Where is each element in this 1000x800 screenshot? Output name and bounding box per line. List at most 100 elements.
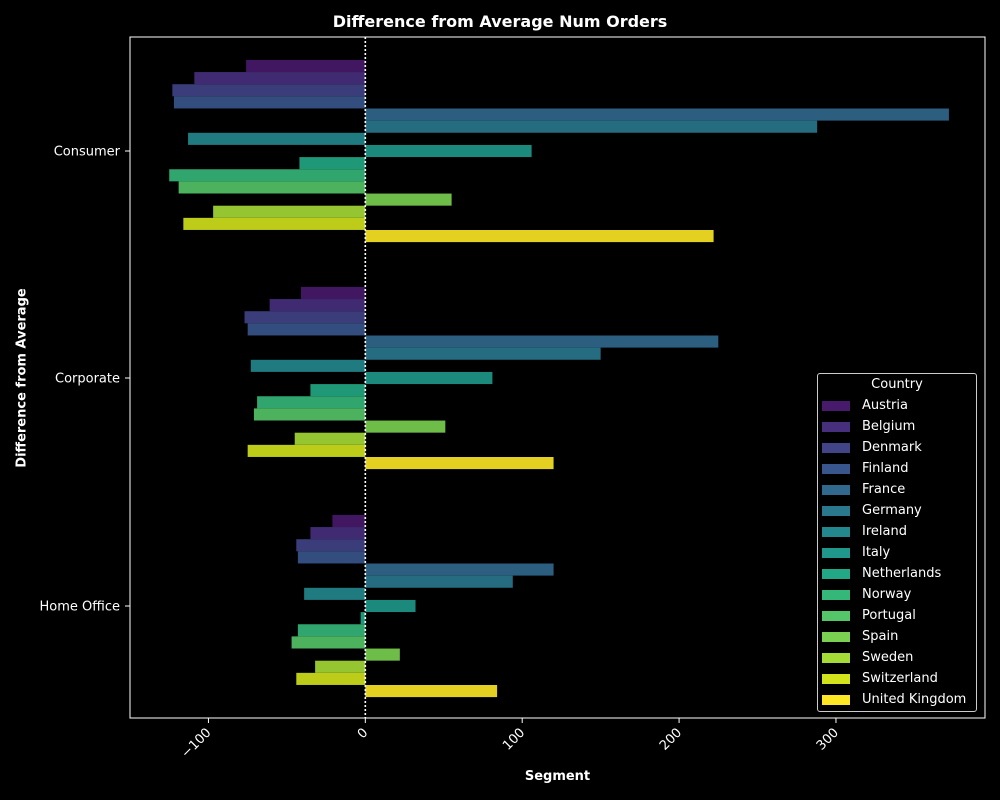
bar	[310, 527, 366, 540]
legend-swatch	[822, 589, 850, 600]
legend-item: Spain	[822, 626, 898, 647]
legend-item: Denmark	[822, 437, 922, 458]
legend-item: Sweden	[822, 647, 913, 668]
legend-title: Country	[871, 377, 923, 392]
legend-item: France	[822, 479, 905, 500]
legend-item: Finland	[822, 458, 908, 479]
bar	[247, 323, 366, 336]
legend-swatch	[822, 547, 850, 558]
legend-item: Netherlands	[822, 563, 941, 584]
legend-swatch	[822, 442, 850, 453]
legend-item: Portugal	[822, 605, 916, 626]
bar	[365, 335, 719, 348]
bar	[360, 612, 366, 625]
legend-item: Switzerland	[822, 668, 938, 689]
x-tick-label: −100	[179, 725, 215, 761]
legend-swatch	[822, 673, 850, 684]
bar	[296, 539, 366, 552]
bar	[294, 432, 366, 445]
x-tick-label: 0	[355, 725, 371, 741]
legend-swatch	[822, 400, 850, 411]
x-tick-label: 300	[814, 725, 842, 753]
legend-swatch	[822, 463, 850, 474]
legend-swatch	[822, 610, 850, 621]
bar	[365, 108, 949, 121]
bar	[365, 575, 513, 588]
bar	[291, 636, 366, 649]
bar	[304, 587, 366, 600]
legend-label: United Kingdom	[862, 692, 967, 707]
legend-label: France	[862, 482, 906, 497]
legend-swatch	[822, 421, 850, 432]
bar	[297, 551, 366, 564]
bar	[365, 420, 446, 433]
legend-swatch	[822, 484, 850, 495]
bar	[365, 347, 601, 360]
bar	[301, 286, 366, 299]
bar	[365, 685, 498, 698]
bar	[310, 384, 366, 397]
bar	[253, 408, 366, 421]
bar	[297, 624, 366, 637]
legend-item: Austria	[822, 395, 908, 416]
legend-item: Germany	[822, 500, 922, 521]
bar	[365, 230, 714, 243]
legend-label: Portugal	[862, 608, 916, 623]
legend-item: Norway	[822, 584, 911, 605]
legend-label: Switzerland	[862, 671, 938, 686]
bar	[169, 169, 366, 182]
legend-label: Germany	[862, 503, 922, 518]
bar	[365, 371, 493, 385]
legend-swatch	[822, 631, 850, 642]
legend-item: Italy	[822, 542, 890, 563]
bar	[257, 396, 366, 409]
legend-item: Belgium	[822, 416, 915, 437]
chart-title: Difference from Average Num Orders	[332, 12, 668, 31]
legend-label: Italy	[862, 545, 891, 560]
legend-item: Ireland	[822, 521, 907, 542]
bar	[269, 299, 366, 312]
x-axis-label: Segment	[524, 769, 591, 784]
bar	[365, 563, 554, 576]
legend-label: Ireland	[862, 524, 907, 539]
bar	[299, 157, 366, 170]
y-tick-label: Consumer	[54, 145, 121, 160]
legend-swatch	[822, 694, 850, 705]
legend-swatch	[822, 568, 850, 579]
x-tick-label: 200	[657, 725, 685, 753]
bar	[296, 672, 366, 685]
bar	[173, 96, 366, 109]
y-axis-label: Difference from Average	[14, 288, 30, 468]
legend-swatch	[822, 652, 850, 663]
bar	[250, 359, 366, 372]
y-tick-label: Home Office	[40, 600, 120, 615]
legend: Country Austria Belgium Denmark Finland Fran…	[817, 373, 977, 712]
bar	[365, 120, 818, 133]
bar	[188, 132, 366, 145]
legend-label: Austria	[862, 398, 908, 413]
legend-label: Netherlands	[862, 566, 942, 581]
bar	[365, 599, 416, 613]
legend-swatch	[822, 526, 850, 537]
bar	[332, 514, 366, 527]
bar	[365, 457, 554, 470]
bar	[246, 59, 366, 72]
bar	[183, 217, 366, 230]
bar	[365, 144, 532, 158]
bar	[244, 311, 366, 324]
legend-label: Denmark	[862, 440, 922, 455]
y-tick-label: Corporate	[55, 372, 120, 387]
bar	[213, 205, 366, 218]
bar	[365, 648, 400, 661]
legend-swatch	[822, 505, 850, 516]
legend-label: Norway	[862, 587, 912, 602]
bar	[365, 193, 452, 206]
legend-label: Sweden	[862, 650, 914, 665]
legend-item: United Kingdom	[822, 689, 966, 710]
legend-label: Spain	[862, 629, 899, 644]
legend-label: Finland	[862, 461, 909, 476]
bar	[172, 84, 366, 97]
legend-label: Belgium	[862, 419, 916, 434]
